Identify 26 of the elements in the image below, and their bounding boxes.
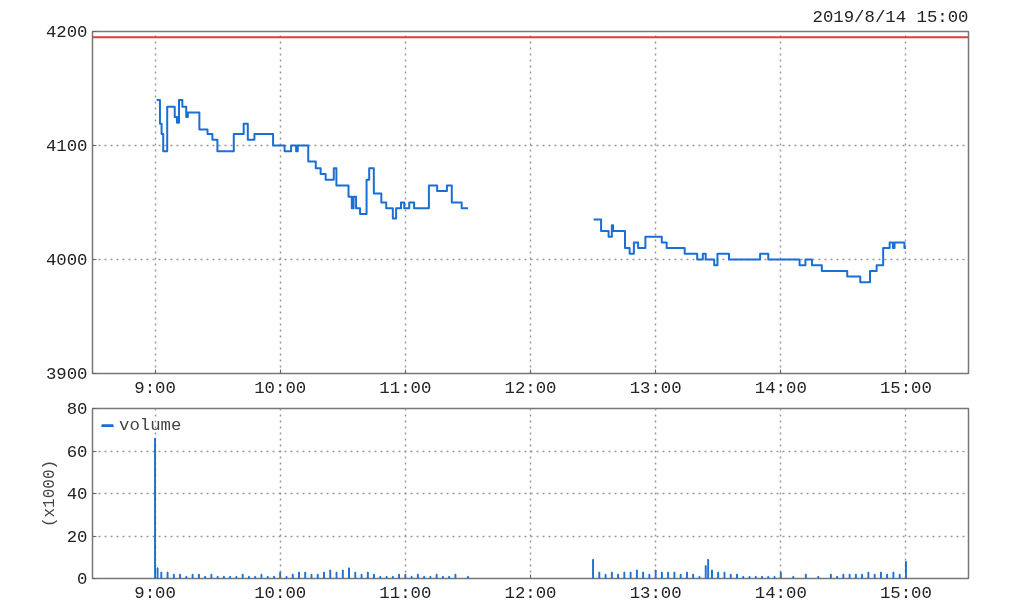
x-tick-label: 14:00 bbox=[754, 583, 807, 603]
x-tick-label: 9:00 bbox=[134, 378, 176, 398]
y-tick-label: 4200 bbox=[45, 23, 88, 42]
x-tick-label: 15:00 bbox=[879, 378, 932, 398]
chart-title: 2019/8/14 15:00 bbox=[812, 7, 969, 27]
y-tick-label: 20 bbox=[66, 527, 88, 547]
x-tick-label: 11:00 bbox=[379, 583, 432, 603]
y-tick-label: 60 bbox=[66, 442, 88, 462]
x-tick-label: 14:00 bbox=[754, 378, 807, 398]
y-tick-label: 3900 bbox=[45, 365, 88, 384]
y-axis-title: (x1000) bbox=[40, 459, 59, 528]
x-tick-label: 10:00 bbox=[254, 378, 307, 398]
x-tick-label: 13:00 bbox=[629, 378, 682, 398]
y-tick-label: 0 bbox=[77, 570, 88, 589]
x-tick-label: 12:00 bbox=[504, 378, 557, 398]
y-tick-label: 80 bbox=[66, 400, 88, 419]
y-tick-label: 4100 bbox=[45, 137, 88, 156]
x-tick-label: 13:00 bbox=[629, 583, 682, 603]
x-tick-label: 11:00 bbox=[379, 378, 432, 398]
legend-label: volume bbox=[119, 416, 182, 435]
x-tick-label: 15:00 bbox=[879, 583, 932, 603]
y-tick-label: 40 bbox=[66, 485, 88, 504]
x-tick-label: 12:00 bbox=[504, 583, 557, 603]
y-tick-label: 4000 bbox=[45, 251, 88, 270]
x-tick-label: 9:00 bbox=[134, 583, 176, 603]
x-tick-label: 10:00 bbox=[254, 583, 307, 603]
